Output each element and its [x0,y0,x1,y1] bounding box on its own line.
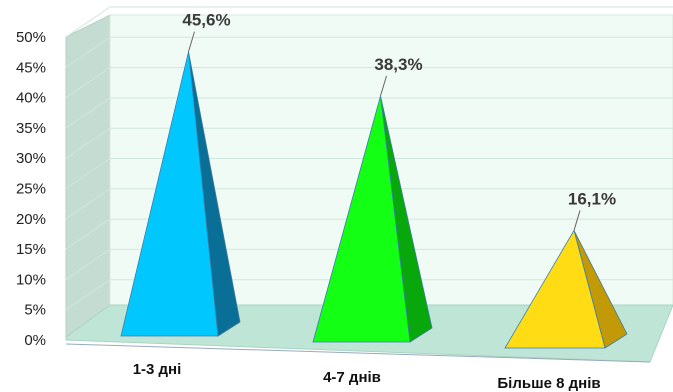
gridline-side [65,97,111,129]
y-tick-label: 30% [16,150,46,167]
gridline-side [65,36,111,68]
data-labels: 45,6% 38,3% 16,1% [182,11,616,231]
data-label-leader [573,210,581,231]
data-label-leader [380,75,387,97]
gridline-side [65,218,111,250]
y-tick-label: 0% [24,332,46,349]
gridline-side [65,67,111,99]
y-tick-label: 20% [16,211,46,228]
category-label: Більше 8 днів [497,375,600,392]
x-axis-labels: 1-3 дні 4-7 днів Більше 8 днів [133,361,601,392]
y-tick-label: 50% [16,29,46,46]
pyramid-bar [504,229,606,349]
category-label: 4-7 днів [323,369,381,386]
y-tick-label: 10% [16,271,46,288]
y-tick-label: 35% [16,120,46,137]
data-label: 38,3% [374,55,422,74]
y-tick-label: 25% [16,181,46,198]
y-tick-label: 40% [16,90,46,107]
gridline-side [65,127,111,159]
data-label: 16,1% [568,189,616,208]
x-axis-line [65,343,651,363]
pyramid-bar [312,95,411,343]
y-tick-label: 15% [16,241,46,258]
gridline-side [65,279,111,311]
gridline-side [65,158,111,189]
y-tick-label: 5% [24,302,46,319]
data-label-leader [188,31,195,52]
data-label: 45,6% [182,11,230,30]
gridline-side [65,188,111,220]
gridline-side [65,248,111,280]
y-axis-ticks: 0% 5% 10% 15% 20% 25% 30% 35% 40% 45% 50% [16,29,46,349]
pyramid-bar [120,51,219,337]
y-tick-label: 45% [16,59,46,76]
category-label: 1-3 дні [133,361,182,378]
pyramid-bars [120,51,628,349]
gridline-side [65,6,111,38]
